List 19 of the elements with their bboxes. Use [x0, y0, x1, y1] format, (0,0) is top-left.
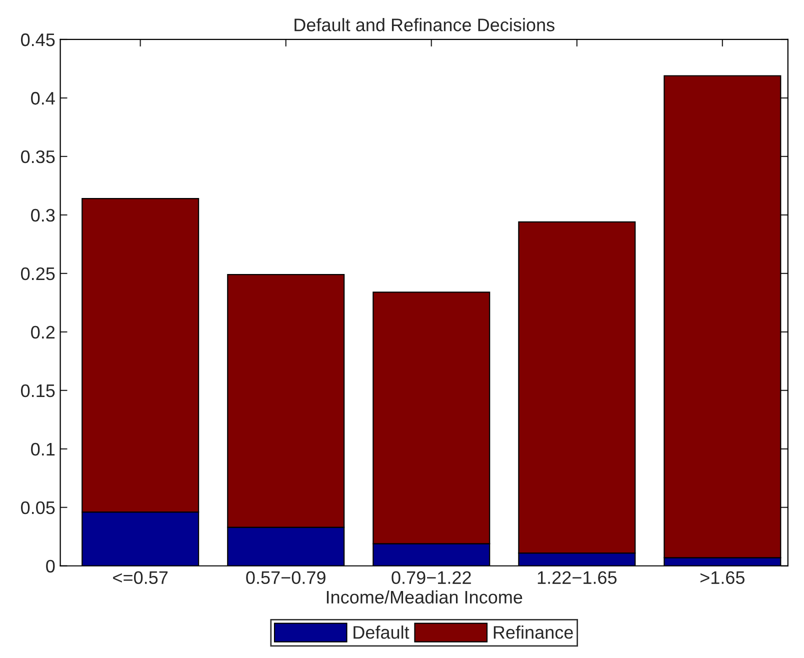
y-tick-label: 0 — [46, 560, 55, 573]
chart-title: Default and Refinance Decisions — [294, 18, 554, 32]
x-tick-label: 1.22−1.65 — [538, 571, 617, 584]
y-tick-label: 0.2 — [31, 326, 55, 339]
y-tick-label: 0.1 — [31, 442, 55, 456]
x-axis-title: Income/Meadian Income — [326, 590, 522, 604]
x-tick-label: 0.79−1.22 — [392, 571, 471, 584]
y-tick-label: 0.05 — [21, 501, 55, 514]
x-tick-label: <=0.57 — [113, 571, 168, 584]
y-tick-label: 0.15 — [21, 384, 55, 398]
y-tick-label: 0.25 — [21, 267, 55, 280]
legend-label: Default — [354, 626, 410, 639]
y-tick-label: 0.45 — [21, 33, 55, 46]
x-tick-label: 0.57−0.79 — [246, 571, 326, 584]
x-tick-label: >1.65 — [700, 571, 745, 584]
legend-label: Refinance — [494, 626, 573, 639]
y-tick-label: 0.35 — [21, 150, 55, 164]
y-tick-label: 0.3 — [31, 208, 55, 222]
y-tick-label: 0.4 — [31, 92, 55, 105]
